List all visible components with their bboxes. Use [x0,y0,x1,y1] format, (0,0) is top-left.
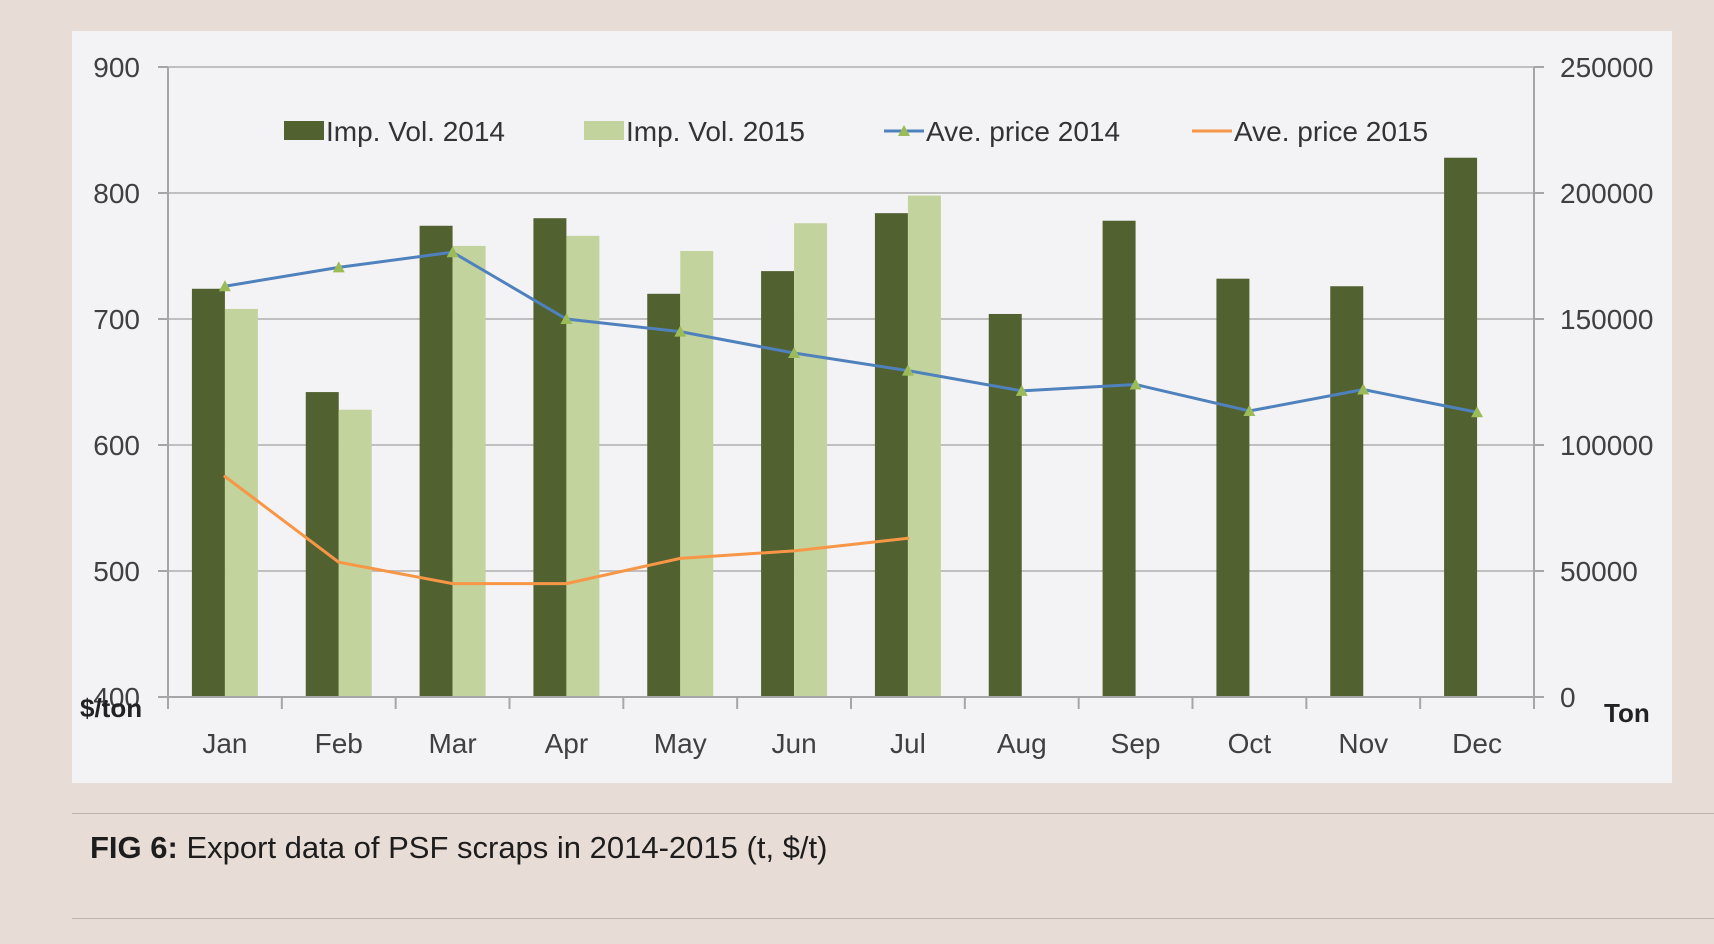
tick-labels: 400 500 600 700 800 900 0 50000 100000 150000 2000… [93,52,1653,759]
line-point [1015,384,1028,396]
series-line [224,250,1478,414]
left-tick-label: 500 [93,556,140,587]
line-point [332,261,345,273]
legend-label: Imp. Vol. 2014 [326,116,505,147]
bar [452,245,486,698]
line-point [560,313,573,324]
legend: Imp. Vol. 2014 Imp. Vol. 2015 Ave. price 2… [284,116,1428,147]
line-point [674,325,687,337]
bar [338,409,372,697]
x-tick-label: Dec [1452,728,1502,759]
combo-chart: 400 500 600 700 800 900 0 50000 100000 150000 2000… [80,52,1653,759]
line-point [1129,378,1142,390]
bar [191,288,225,697]
bar [419,225,453,697]
left-tick-label: 900 [93,52,140,83]
x-tick-label: Aug [997,728,1047,759]
line-point [564,582,568,586]
caption-rule-top [72,813,1714,814]
bar [533,218,567,697]
line-point [906,536,910,540]
x-tick-label: Oct [1228,728,1272,759]
legend-swatch [284,121,324,140]
bar [794,223,828,698]
bar [1216,278,1250,697]
right-tick-label: 150000 [1560,304,1653,335]
caption-label: FIG 6: [90,830,178,865]
bar [988,313,1022,697]
bars [191,157,1478,698]
left-tick-label: 400 [93,682,140,713]
line-point [218,280,231,292]
figure-caption: FIG 6: Export data of PSF scraps in 2014… [90,830,827,866]
line-point [901,364,914,376]
line-point [678,556,682,560]
left-tick-label: 700 [93,304,140,335]
legend-swatch [584,121,624,140]
x-tick-label: May [654,728,707,759]
x-tick-label: Jul [890,728,926,759]
bar [761,271,795,697]
left-tick-label: 800 [93,178,140,209]
right-tick-label: 250000 [1560,52,1653,83]
line-point [1243,404,1256,416]
line-point [1471,406,1484,418]
right-axis-unit: Ton [1604,698,1650,728]
caption-text: Export data of PSF scraps in 2014-2015 (… [186,830,828,865]
x-tick-label: Nov [1338,728,1388,759]
chart-panel: 400 500 600 700 800 900 0 50000 100000 150000 2000… [72,31,1672,783]
legend-label: Ave. price 2014 [926,116,1120,147]
line-point [788,347,801,359]
caption-rule-bottom [72,918,1714,919]
line-point [451,582,455,586]
line-point [337,560,341,564]
line-point [223,475,227,478]
line-point [1357,383,1370,395]
bar [305,392,339,697]
x-tick-label: Sep [1111,728,1161,759]
x-tick-label: Feb [315,728,363,759]
bar [224,308,258,697]
bar [907,195,941,697]
right-tick-label: 200000 [1560,178,1653,209]
bar [1102,220,1136,697]
line-point [446,246,459,258]
axes [167,67,1535,698]
bar [1444,157,1478,698]
bar [680,250,714,697]
x-tick-label: Mar [428,728,476,759]
right-tick-label: 50000 [1560,556,1638,587]
legend-marker [898,125,910,136]
bar [647,293,681,697]
x-tick-label: Jun [772,728,817,759]
x-tick-label: Jan [202,728,247,759]
x-tick-label: Apr [545,728,589,759]
legend-label: Ave. price 2015 [1234,116,1428,147]
gridlines [158,66,1544,709]
bar [1330,286,1364,697]
bar [874,213,908,697]
lines [218,246,1484,586]
line-point [792,549,796,553]
right-tick-label: 100000 [1560,430,1653,461]
left-axis-unit: $/ton [80,693,142,723]
right-tick-label: 0 [1560,682,1576,713]
bar [566,235,600,697]
legend-label: Imp. Vol. 2015 [626,116,805,147]
left-tick-label: 600 [93,430,140,461]
